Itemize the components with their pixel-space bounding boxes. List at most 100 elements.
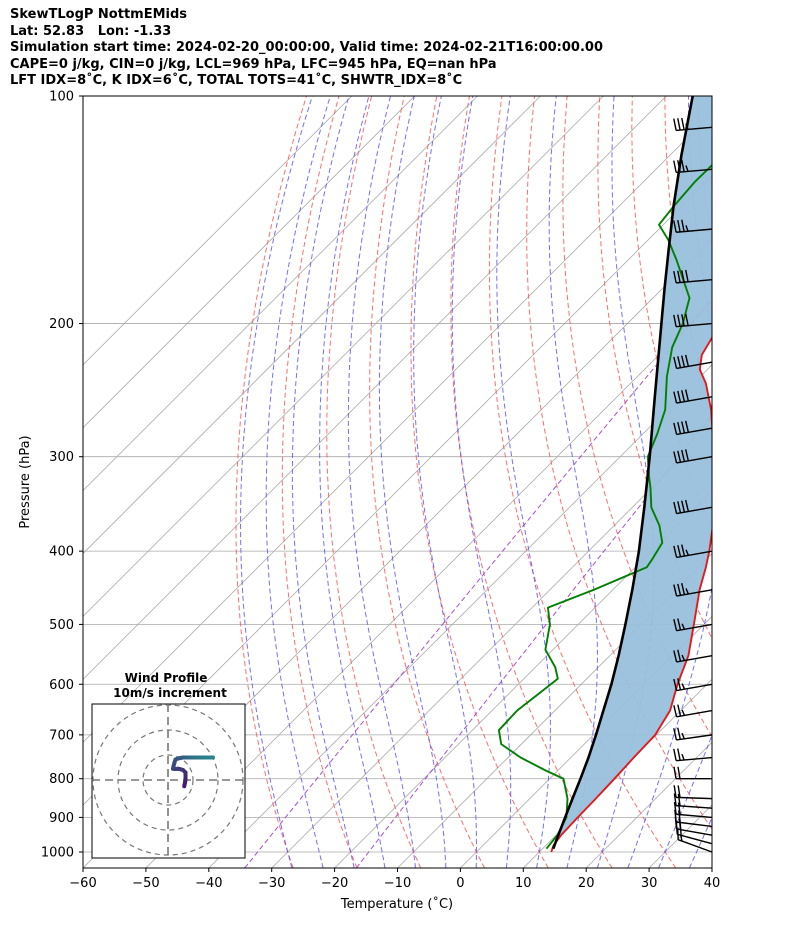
barb-flag xyxy=(681,709,686,716)
dry-adiabat xyxy=(597,96,712,640)
barb-flag xyxy=(681,654,686,661)
moist-adiabat xyxy=(627,96,712,868)
isotherm-line xyxy=(397,552,712,868)
barb-flag xyxy=(673,356,678,369)
location-line: Lat: 52.83 Lon: -1.33 xyxy=(10,23,172,39)
barb-flag xyxy=(677,727,681,740)
dry-adiabat xyxy=(730,96,794,868)
barb-staff xyxy=(677,839,713,853)
barb-flag xyxy=(677,314,681,327)
wind-barbs xyxy=(673,117,713,853)
barb-flag xyxy=(673,160,677,173)
isotherm-line xyxy=(460,615,712,868)
y-tick-label: 600 xyxy=(49,678,74,693)
moist-adiabat xyxy=(548,96,599,868)
y-tick-label: 900 xyxy=(49,811,74,826)
barb-flag xyxy=(677,270,681,283)
x-tick-label: −10 xyxy=(384,876,411,891)
parcel-path-line xyxy=(552,96,694,850)
barb-flag xyxy=(673,619,678,631)
wind-barb xyxy=(673,313,713,328)
barb-flag xyxy=(673,220,677,233)
barb-flag xyxy=(673,270,677,284)
barb-staff xyxy=(676,709,713,718)
index-line: LFT IDX=8˚C, K IDX=6˚C, TOTAL TOTS=41˚C,… xyxy=(10,73,463,88)
barb-flag xyxy=(681,732,685,740)
barb-flag xyxy=(673,785,677,798)
barb-staff xyxy=(676,756,713,762)
dewpoint-line xyxy=(497,163,712,850)
barb-staff xyxy=(675,796,713,800)
barb-staff xyxy=(676,456,713,464)
x-tick-label: −20 xyxy=(321,876,348,891)
barb-flag xyxy=(681,623,686,630)
moist-adiabat xyxy=(347,96,416,868)
barb-staff xyxy=(676,589,713,597)
mixing-ratio-line xyxy=(244,297,712,868)
isotherm-line xyxy=(334,490,712,868)
moist-adiabat xyxy=(720,96,794,868)
barb-flag xyxy=(681,753,685,761)
barb-staff xyxy=(676,279,713,284)
moist-adiabat xyxy=(496,96,551,868)
y-tick-label: 1000 xyxy=(41,845,74,860)
barb-flag xyxy=(685,225,689,232)
barb-flag xyxy=(677,219,681,233)
barb-staff xyxy=(676,361,713,370)
cape-area xyxy=(552,96,712,849)
isotherm-line xyxy=(83,96,541,555)
barb-staff xyxy=(676,821,713,828)
barb-flag xyxy=(684,449,690,462)
barb-flag xyxy=(678,810,681,823)
isotherm-line xyxy=(145,301,712,868)
x-tick-label: −60 xyxy=(69,876,96,891)
wind-barb xyxy=(673,678,713,692)
stability-line: CAPE=0 j/kg, CIN=0 j/kg, LCL=969 hPa, LF… xyxy=(10,56,497,72)
barb-staff xyxy=(676,813,713,819)
barb-flag xyxy=(681,449,686,462)
isotherm-line xyxy=(83,96,604,617)
wind-barb xyxy=(673,785,713,800)
y-tick-label: 700 xyxy=(49,728,74,743)
barb-flag xyxy=(681,683,686,690)
barb-flag xyxy=(677,501,682,514)
x-axis-ticks: −60 −50 −40 −30 −20 −10 0 10 20 30 40 xyxy=(69,868,720,891)
barb-staff xyxy=(676,427,713,436)
y-axis-label: Pressure (hPa) xyxy=(18,435,33,528)
inset-title: Wind Profile xyxy=(125,671,208,685)
barb-flag xyxy=(677,160,681,173)
wind-barb xyxy=(673,704,713,718)
barb-flag xyxy=(684,354,690,367)
barb-flag xyxy=(673,678,678,691)
time-line: Simulation start time: 2024-02-20_00:00:… xyxy=(10,40,603,55)
x-tick-label: 0 xyxy=(456,876,464,891)
barb-flag xyxy=(677,422,682,434)
dry-adiabat xyxy=(450,96,613,868)
barb-flag xyxy=(677,450,682,463)
isotherm-line xyxy=(711,867,712,868)
inset-subtitle: 10m/s increment xyxy=(113,686,227,700)
barb-staff xyxy=(676,623,713,632)
dry-adiabat xyxy=(410,96,549,868)
barb-flag xyxy=(685,549,690,556)
wind-barb xyxy=(673,793,713,809)
isotherm-line xyxy=(83,96,415,429)
barb-flag xyxy=(673,545,678,558)
barb-flag xyxy=(673,314,677,327)
barb-flag xyxy=(681,500,686,513)
y-tick-label: 800 xyxy=(49,772,74,787)
barb-flag xyxy=(677,618,682,631)
barb-staff xyxy=(677,833,713,845)
barb-flag xyxy=(677,785,681,798)
barb-flag xyxy=(681,544,686,557)
barb-flag xyxy=(677,766,681,779)
background-lines xyxy=(83,96,794,868)
barb-staff xyxy=(676,828,713,836)
barb-staff xyxy=(676,550,713,559)
barb-staff xyxy=(676,168,713,174)
barb-flag xyxy=(684,499,690,512)
barb-flag xyxy=(677,118,681,131)
barb-flag xyxy=(673,728,678,741)
barb-flag xyxy=(673,118,677,131)
